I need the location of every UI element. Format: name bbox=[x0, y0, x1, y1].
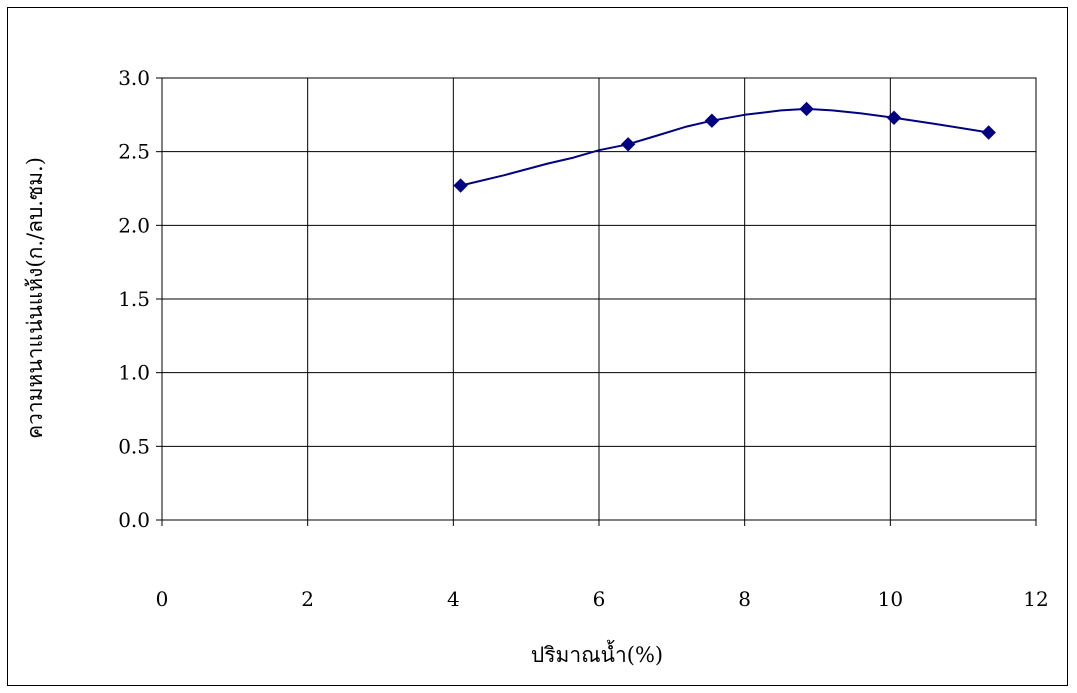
y-tick-label: 2.5 bbox=[118, 140, 150, 164]
y-axis-label: ความหนาแน่นแห้ง(ก./ลบ.ซม.) bbox=[23, 157, 47, 439]
y-tick-label: 1.5 bbox=[118, 287, 150, 311]
data-point-marker bbox=[981, 125, 996, 140]
x-tick-labels: 0 2 4 6 8 10 12 bbox=[156, 587, 1049, 611]
data-point-marker bbox=[620, 137, 636, 152]
y-tick-label: 2.0 bbox=[118, 213, 150, 237]
x-tick-label: 8 bbox=[738, 587, 751, 611]
data-point-marker bbox=[886, 110, 902, 125]
plot-area-border bbox=[161, 77, 1037, 521]
y-tick-label: 1.0 bbox=[118, 361, 150, 385]
x-tick-label: 10 bbox=[878, 587, 903, 611]
y-tick-label: 0.5 bbox=[118, 434, 150, 458]
y-tick-label: 0.0 bbox=[118, 508, 150, 532]
data-point-marker bbox=[799, 101, 814, 117]
x-tick-label: 6 bbox=[593, 587, 606, 611]
grid-lines bbox=[161, 77, 1037, 521]
y-tick-label: 3.0 bbox=[118, 66, 150, 90]
series-line bbox=[460, 107, 989, 187]
x-axis-label: ปริมาณน้ำ(%) bbox=[531, 640, 663, 667]
x-tick-label: 4 bbox=[447, 587, 460, 611]
y-tick-labels: 0.0 0.5 1.0 1.5 2.0 2.5 3.0 bbox=[118, 66, 150, 532]
x-tick-label: 0 bbox=[156, 587, 169, 611]
data-point-marker bbox=[704, 113, 720, 128]
data-point-marker bbox=[453, 178, 468, 193]
x-tick-label: 2 bbox=[301, 587, 314, 611]
axes bbox=[156, 77, 1037, 526]
x-tick-label: 12 bbox=[1023, 587, 1048, 611]
data-series bbox=[453, 101, 996, 193]
